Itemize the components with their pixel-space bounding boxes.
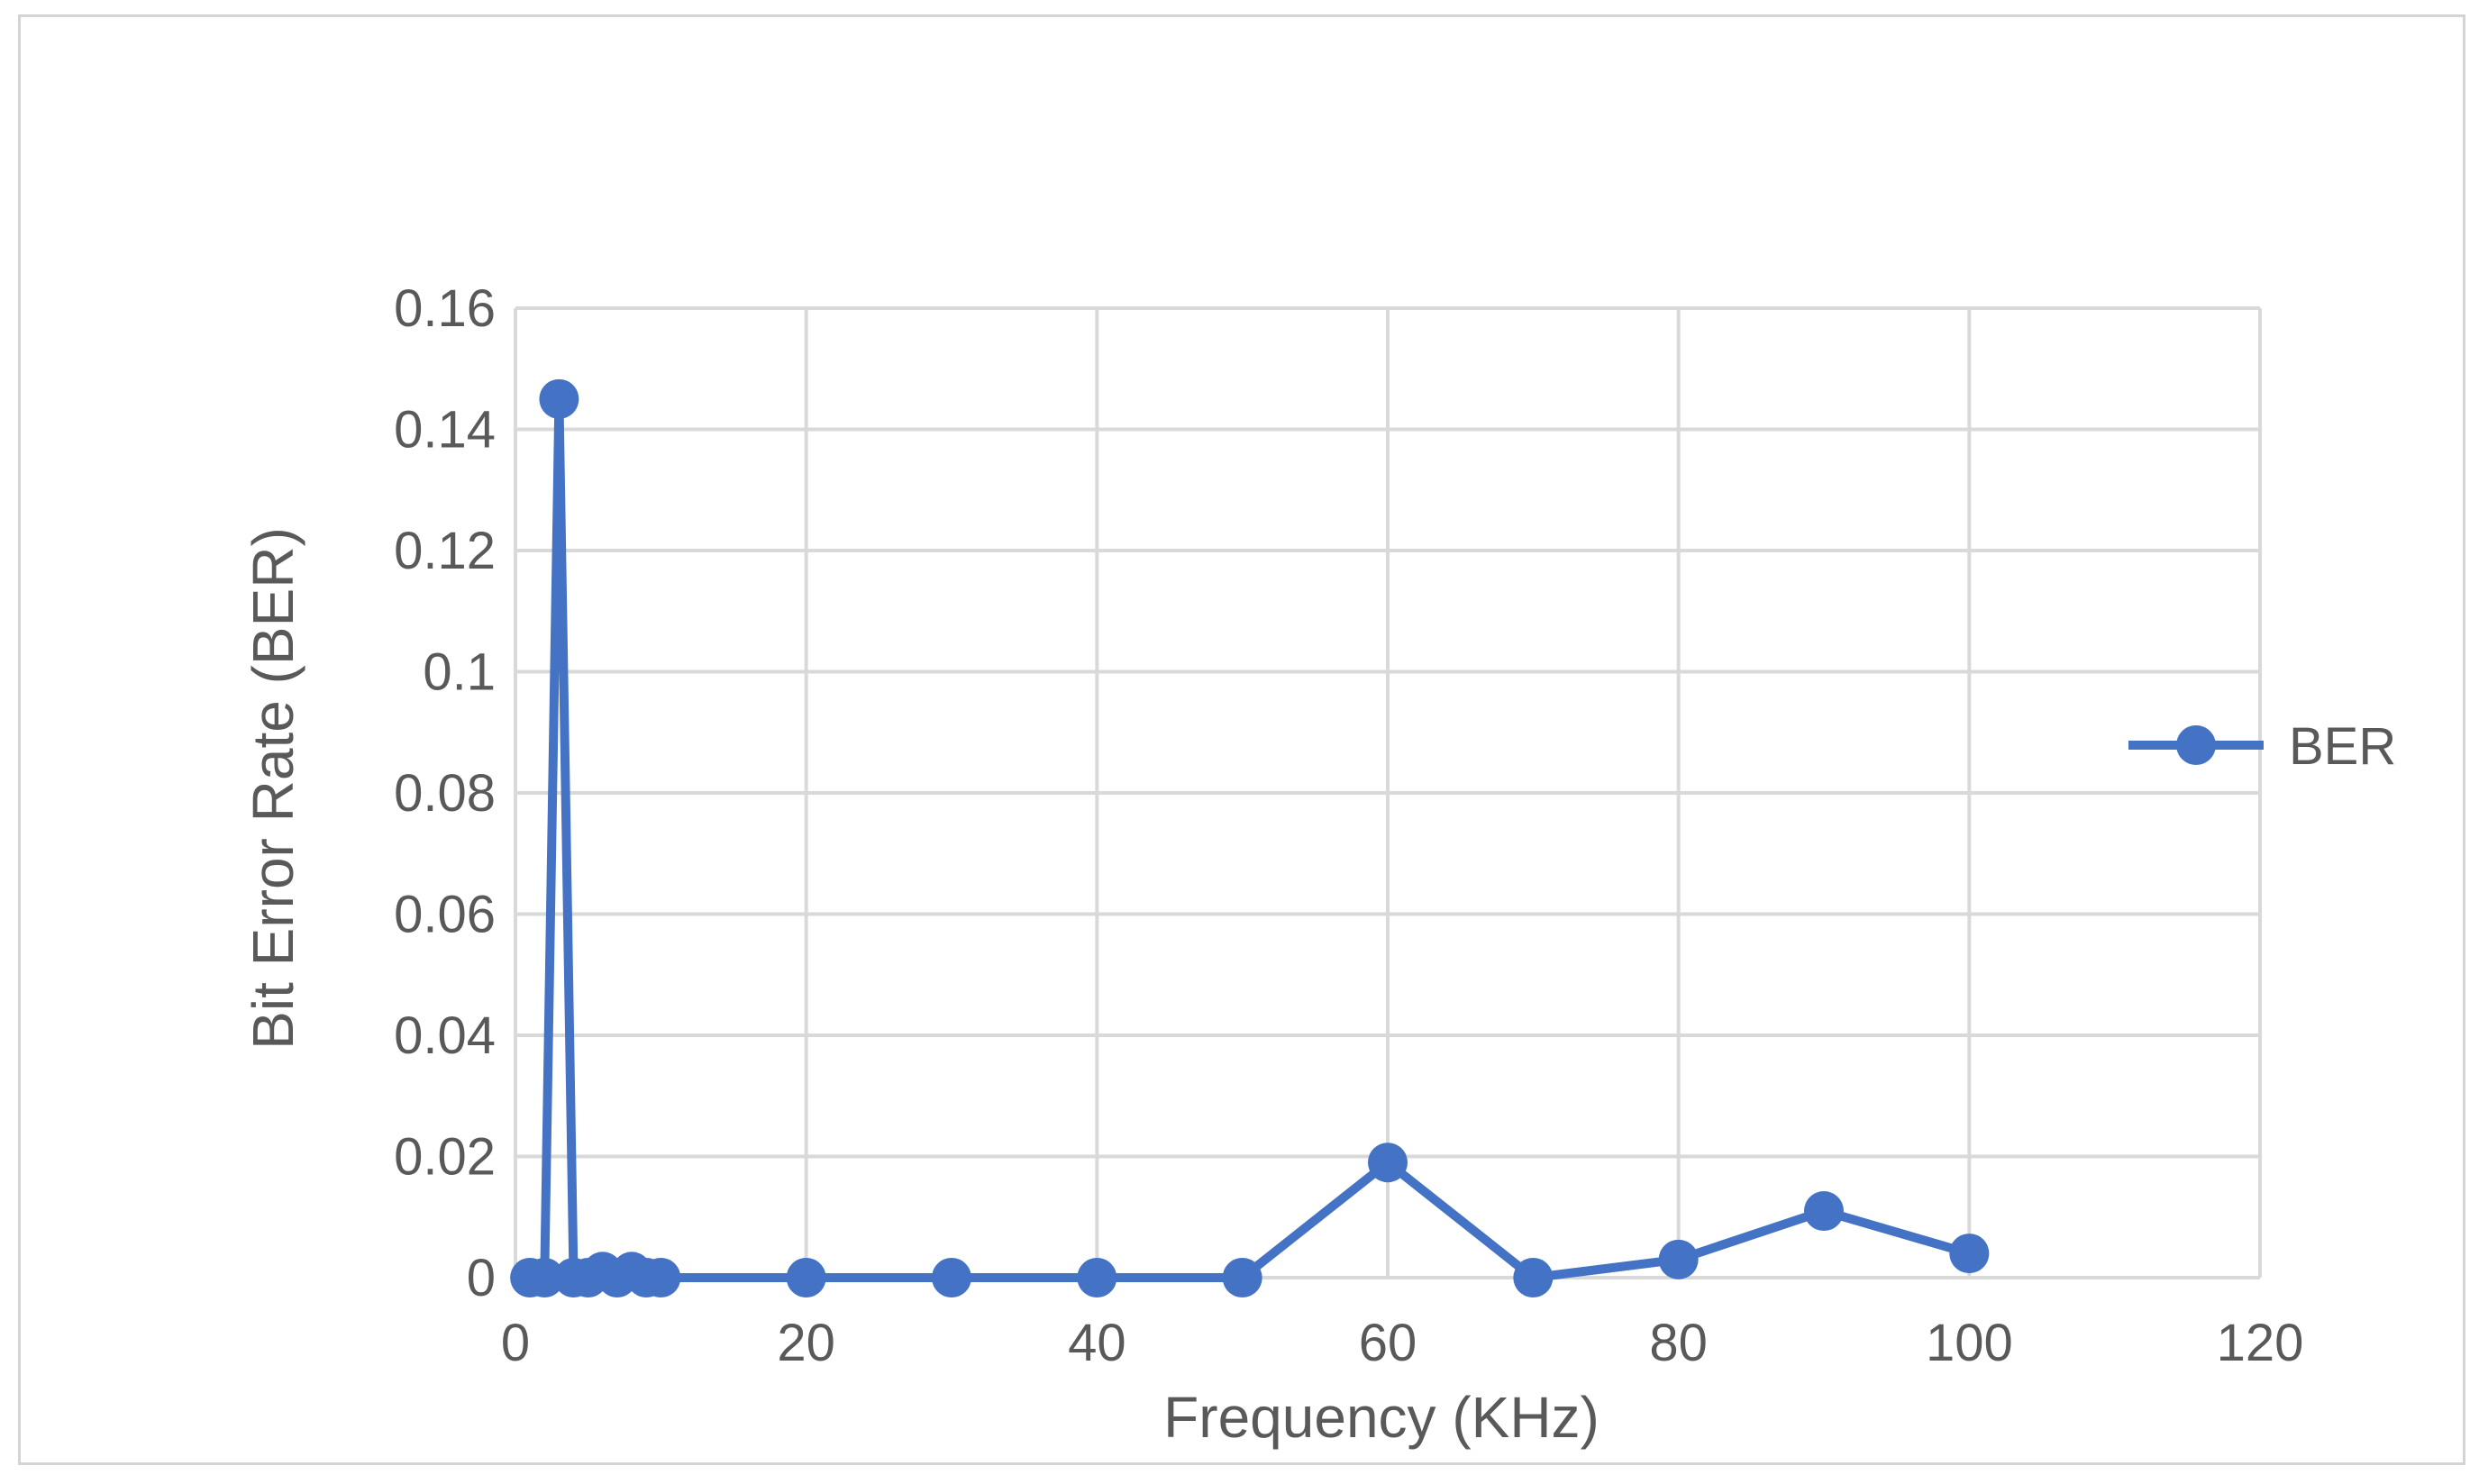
data-point [1077,1258,1117,1297]
x-axis-tick-labels: 0 20 40 60 80 100 120 [501,1314,2304,1372]
x-tick-label: 80 [1649,1314,1708,1372]
x-tick-label: 100 [1926,1314,2013,1372]
y-tick-label: 0.1 [423,643,496,702]
data-point [1222,1258,1262,1297]
data-point [539,378,579,419]
grid-lines [514,306,2262,1279]
legend-marker-swatch [2176,725,2216,765]
series-line-ber [530,394,1971,1282]
data-point [786,1258,826,1297]
ber-series [510,378,1990,1297]
y-axis-title: Bit Error Rate (BER) [241,527,305,1050]
x-tick-label: 120 [2217,1314,2304,1372]
data-point [1658,1239,1699,1279]
data-point [524,1258,565,1297]
data-point [641,1258,681,1297]
data-point [1804,1191,1844,1232]
data-point [1368,1143,1408,1183]
x-tick-label: 20 [777,1314,835,1372]
y-tick-label: 0.02 [394,1128,496,1187]
y-tick-label: 0.04 [394,1006,496,1065]
y-tick-label: 0.16 [394,279,496,338]
legend-label-ber: BER [2289,717,2396,776]
data-point [932,1258,971,1297]
legend: BER [2128,717,2396,776]
y-tick-label: 0.14 [394,401,496,460]
y-tick-label: 0.08 [394,764,496,823]
y-axis-tick-labels: 0 0.02 0.04 0.06 0.08 0.1 0.12 0.14 0.16 [394,279,496,1307]
data-point [1513,1258,1554,1297]
x-tick-label: 60 [1359,1314,1417,1372]
chart-frame [18,14,2465,1465]
x-tick-label: 0 [501,1314,530,1372]
y-tick-label: 0.12 [394,522,496,580]
x-tick-label: 40 [1068,1314,1126,1372]
x-axis-title: Frequency (KHz) [1163,1385,1599,1450]
data-point [1949,1234,1990,1274]
y-tick-label: 0 [467,1249,496,1307]
y-tick-label: 0.06 [394,886,496,944]
